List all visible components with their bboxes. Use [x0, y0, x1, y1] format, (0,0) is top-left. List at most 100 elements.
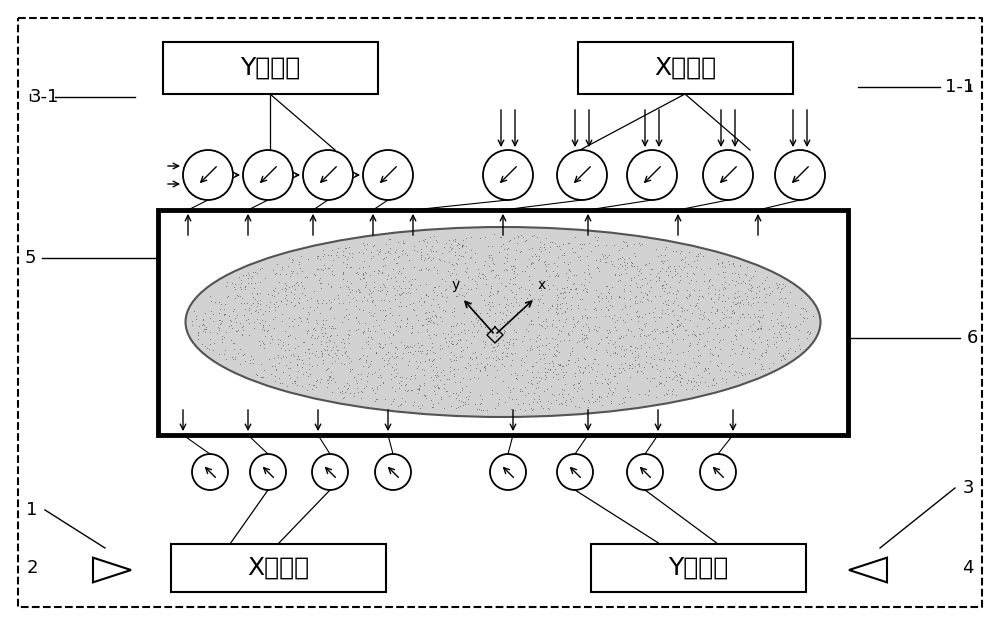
Point	[313, 278, 329, 288]
Point	[333, 337, 349, 347]
Point	[448, 352, 464, 362]
Point	[615, 362, 631, 372]
Point	[494, 314, 510, 324]
Point	[434, 291, 450, 301]
Point	[310, 352, 326, 362]
Point	[677, 252, 693, 262]
Point	[709, 329, 725, 339]
Point	[485, 301, 501, 311]
Point	[777, 293, 793, 303]
Point	[601, 311, 617, 321]
Point	[666, 310, 682, 320]
Point	[639, 289, 655, 299]
Point	[572, 368, 588, 378]
Point	[370, 268, 386, 278]
Point	[636, 319, 652, 329]
Point	[293, 316, 309, 326]
Point	[734, 362, 750, 372]
Point	[399, 314, 415, 324]
Point	[672, 275, 688, 285]
Point	[557, 397, 573, 407]
Point	[391, 383, 407, 393]
Point	[468, 304, 484, 314]
Point	[335, 269, 351, 279]
Point	[690, 338, 706, 348]
Point	[598, 345, 614, 355]
Point	[687, 301, 703, 311]
Point	[538, 265, 554, 275]
Point	[214, 338, 230, 348]
Point	[419, 324, 435, 334]
Point	[487, 272, 503, 282]
Point	[270, 334, 286, 344]
Point	[299, 326, 315, 336]
Point	[241, 318, 257, 328]
Point	[651, 272, 667, 282]
Point	[612, 253, 628, 262]
Point	[212, 304, 228, 314]
Point	[657, 249, 673, 259]
Point	[777, 293, 793, 303]
Point	[592, 256, 608, 266]
Point	[361, 289, 377, 299]
Point	[498, 309, 514, 319]
Point	[400, 342, 416, 352]
Point	[504, 394, 520, 404]
Point	[634, 239, 650, 249]
Point	[416, 255, 432, 265]
Point	[304, 361, 320, 371]
Point	[449, 291, 465, 301]
Point	[413, 252, 429, 262]
Point	[339, 276, 355, 286]
Point	[743, 286, 759, 296]
Point	[731, 272, 747, 282]
Point	[721, 312, 737, 322]
Point	[611, 244, 627, 254]
Point	[701, 281, 717, 291]
Point	[425, 365, 441, 375]
Point	[442, 362, 458, 372]
Point	[757, 347, 773, 357]
Point	[717, 278, 733, 288]
Point	[595, 251, 611, 261]
Point	[483, 339, 499, 349]
Point	[711, 284, 727, 294]
Point	[598, 293, 614, 303]
Point	[659, 288, 675, 298]
Point	[563, 304, 579, 314]
Point	[295, 358, 311, 368]
Point	[450, 238, 466, 248]
Point	[766, 328, 782, 338]
Point	[453, 327, 469, 337]
Point	[464, 354, 480, 364]
Point	[453, 318, 469, 328]
Point	[289, 276, 305, 286]
Point	[388, 246, 404, 256]
Point	[496, 244, 512, 254]
Point	[735, 342, 751, 352]
Point	[470, 315, 486, 325]
Point	[451, 289, 467, 299]
Point	[600, 338, 616, 348]
Point	[653, 312, 669, 322]
Point	[736, 312, 752, 322]
Point	[488, 355, 504, 365]
Point	[692, 329, 708, 339]
Point	[549, 294, 565, 304]
Point	[324, 260, 340, 270]
Point	[752, 322, 768, 332]
Point	[445, 321, 461, 331]
Point	[556, 335, 572, 345]
Point	[411, 383, 427, 393]
Point	[624, 261, 640, 271]
Point	[388, 364, 404, 374]
Point	[732, 297, 748, 307]
Point	[644, 361, 660, 371]
Point	[627, 346, 643, 356]
Point	[570, 300, 586, 310]
Point	[436, 256, 452, 266]
Point	[684, 384, 700, 394]
Point	[490, 338, 506, 348]
Point	[780, 312, 796, 322]
Point	[731, 291, 747, 301]
